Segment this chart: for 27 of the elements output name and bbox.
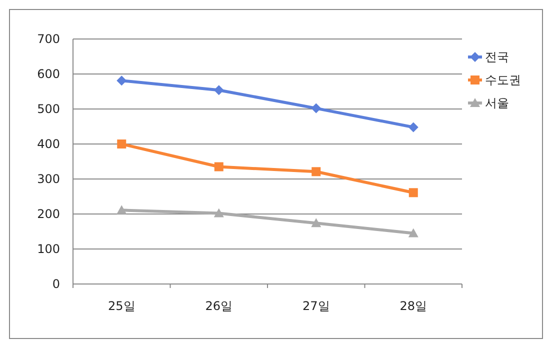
y-tick-label: 700 bbox=[37, 32, 60, 46]
x-tick-label: 28일 bbox=[400, 299, 428, 313]
point bbox=[408, 228, 418, 238]
x-tick-label: 25일 bbox=[108, 299, 136, 313]
point bbox=[311, 218, 322, 228]
point bbox=[408, 122, 418, 132]
y-tick-label: 500 bbox=[37, 102, 60, 116]
point bbox=[311, 103, 322, 114]
point bbox=[116, 76, 127, 86]
point bbox=[214, 162, 224, 172]
x-tick-label: 26일 bbox=[205, 299, 233, 313]
point bbox=[214, 208, 224, 218]
y-tick-label: 300 bbox=[37, 172, 60, 186]
y-tick-label: 400 bbox=[37, 137, 60, 151]
point bbox=[408, 188, 418, 198]
point bbox=[117, 140, 126, 148]
point bbox=[116, 205, 127, 214]
legend-label: 전국 bbox=[485, 50, 509, 64]
legend-label: 수도권 bbox=[485, 73, 521, 87]
x-tick-label: 27일 bbox=[302, 299, 330, 313]
legend-label: 서울 bbox=[485, 96, 509, 110]
y-tick-label: 200 bbox=[37, 207, 60, 221]
y-tick-label: 0 bbox=[52, 277, 60, 291]
y-tick-label: 100 bbox=[37, 242, 60, 256]
point bbox=[214, 85, 224, 96]
y-tick-label: 600 bbox=[37, 67, 60, 81]
point bbox=[312, 167, 321, 176]
